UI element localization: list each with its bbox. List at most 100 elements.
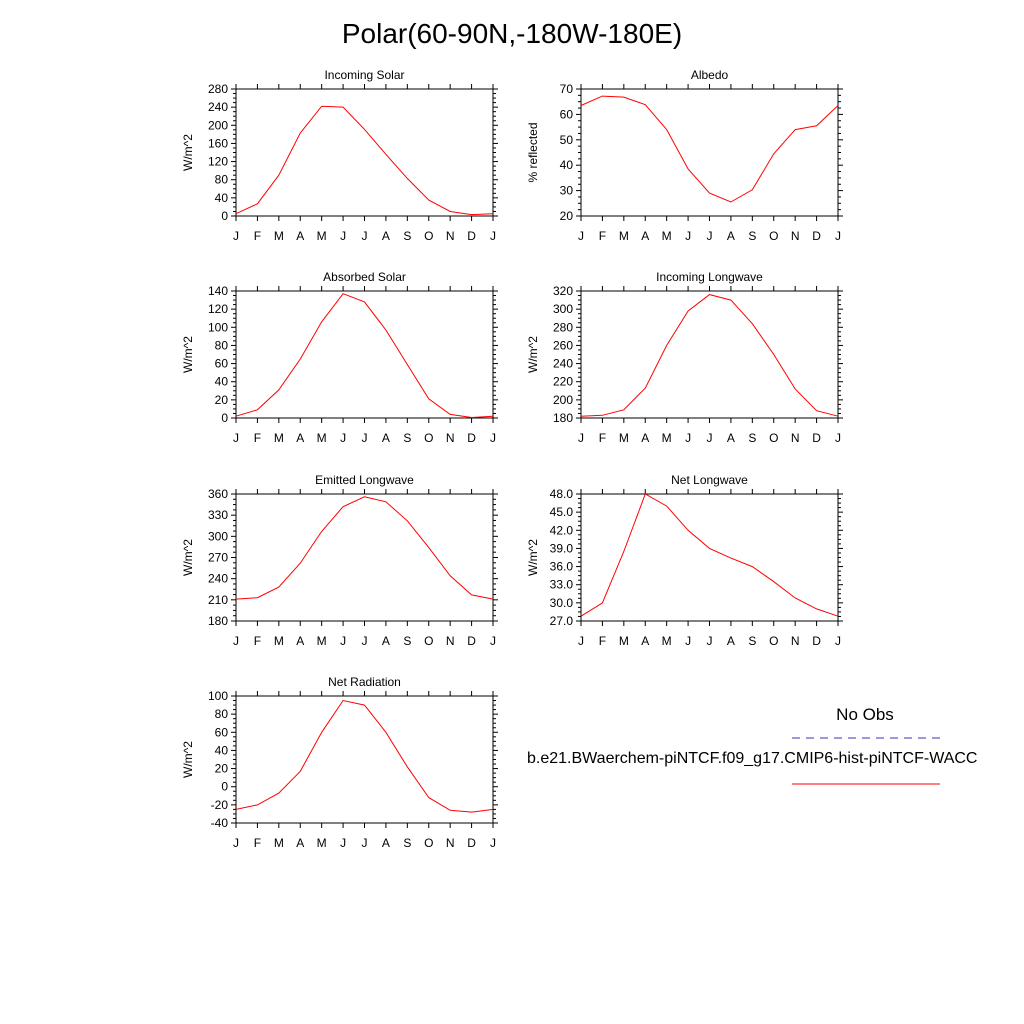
chart-panel-5: Net Longwave W/m^2 27.0 30.0 33.0 36.0 39.0 42.…: [526, 473, 843, 648]
y-tick-label: 20: [215, 393, 229, 407]
y-tick-label: 70: [560, 82, 574, 96]
x-tick-label: M: [619, 431, 629, 445]
x-tick-label: D: [467, 836, 476, 850]
x-tick-label: D: [467, 431, 476, 445]
y-tick-label: 80: [215, 707, 229, 721]
x-tick-label: J: [578, 229, 584, 243]
y-tick-label: 270: [208, 551, 228, 565]
x-tick-label: A: [727, 229, 735, 243]
x-tick-label: J: [490, 229, 496, 243]
x-tick-label: N: [791, 431, 800, 445]
x-tick-label: J: [233, 634, 239, 648]
legend-obs-label: No Obs: [836, 705, 894, 724]
x-tick-label: M: [317, 431, 327, 445]
panel-title: Net Longwave: [671, 473, 748, 487]
x-tick-label: A: [727, 431, 735, 445]
x-tick-label: A: [641, 431, 649, 445]
y-tick-label: 100: [208, 689, 228, 703]
y-tick-label: 27.0: [550, 614, 574, 628]
y-tick-label: 140: [208, 284, 228, 298]
x-tick-label: M: [317, 229, 327, 243]
y-axis-label: W/m^2: [181, 741, 195, 778]
x-tick-label: O: [769, 634, 778, 648]
y-tick-label: 40: [215, 743, 229, 757]
y-tick-label: 120: [208, 302, 228, 316]
x-tick-label: S: [403, 229, 411, 243]
x-tick-label: D: [467, 634, 476, 648]
x-tick-label: J: [578, 634, 584, 648]
x-tick-label: J: [233, 229, 239, 243]
y-tick-label: 300: [553, 302, 573, 316]
y-tick-label: 200: [208, 118, 228, 132]
series-line-model: [580, 294, 839, 417]
x-tick-label: F: [599, 431, 606, 445]
x-tick-label: M: [619, 229, 629, 243]
x-tick-label: J: [685, 229, 691, 243]
x-tick-label: D: [812, 431, 821, 445]
y-tick-label: 200: [553, 393, 573, 407]
y-tick-label: 240: [208, 100, 228, 114]
x-tick-label: N: [446, 229, 455, 243]
x-tick-label: M: [274, 836, 284, 850]
x-tick-label: J: [835, 431, 841, 445]
y-axis-label: W/m^2: [181, 336, 195, 373]
y-tick-label: 240: [553, 357, 573, 371]
y-axis-label: W/m^2: [181, 539, 195, 576]
x-tick-label: A: [727, 634, 735, 648]
y-tick-label: 300: [208, 529, 228, 543]
x-tick-label: A: [296, 634, 304, 648]
x-tick-label: J: [490, 836, 496, 850]
x-tick-label: J: [233, 836, 239, 850]
series-line-model: [235, 699, 494, 813]
x-tick-label: S: [403, 836, 411, 850]
plot-frame: [235, 290, 494, 419]
x-tick-label: S: [403, 634, 411, 648]
x-tick-label: M: [662, 431, 672, 445]
y-tick-label: 80: [215, 173, 229, 187]
y-tick-label: 40: [215, 375, 229, 389]
x-tick-label: J: [362, 229, 368, 243]
panel-title: Net Radiation: [328, 675, 401, 689]
y-tick-label: 240: [208, 572, 228, 586]
series-line-model: [235, 293, 494, 419]
y-tick-label: 280: [553, 320, 573, 334]
x-tick-label: J: [340, 229, 346, 243]
y-tick-label: 180: [553, 411, 573, 425]
y-tick-label: 180: [208, 614, 228, 628]
y-tick-label: 260: [553, 338, 573, 352]
x-tick-label: A: [382, 431, 390, 445]
x-tick-label: F: [599, 634, 606, 648]
x-tick-label: J: [707, 634, 713, 648]
y-tick-label: 48.0: [550, 487, 574, 501]
x-tick-label: M: [662, 634, 672, 648]
y-tick-label: 30.0: [550, 596, 574, 610]
plot-frame: [580, 290, 839, 419]
x-tick-label: A: [382, 634, 390, 648]
y-tick-label: 39.0: [550, 541, 574, 555]
y-axis-label: W/m^2: [181, 134, 195, 171]
x-tick-label: A: [641, 634, 649, 648]
figure-title: Polar(60-90N,-180W-180E): [341, 18, 683, 49]
y-tick-label: -40: [211, 816, 229, 830]
x-tick-label: J: [340, 836, 346, 850]
x-tick-label: D: [812, 229, 821, 243]
series-line-model: [235, 496, 494, 600]
y-tick-label: 60: [215, 357, 229, 371]
x-tick-label: A: [641, 229, 649, 243]
panel-title: Absorbed Solar: [323, 270, 406, 284]
x-tick-label: J: [685, 431, 691, 445]
x-tick-label: M: [274, 431, 284, 445]
y-tick-label: 33.0: [550, 578, 574, 592]
y-tick-label: 45.0: [550, 505, 574, 519]
y-axis-label: W/m^2: [526, 539, 540, 576]
x-tick-label: N: [446, 836, 455, 850]
x-tick-label: S: [748, 431, 756, 445]
x-tick-label: M: [274, 634, 284, 648]
x-tick-label: J: [835, 634, 841, 648]
chart-panel-0: Incoming Solar W/m^2 0 40 80 120 160 200 240 280 J…: [181, 68, 498, 243]
y-tick-label: 60: [215, 725, 229, 739]
x-tick-label: F: [254, 634, 261, 648]
x-tick-label: F: [599, 229, 606, 243]
